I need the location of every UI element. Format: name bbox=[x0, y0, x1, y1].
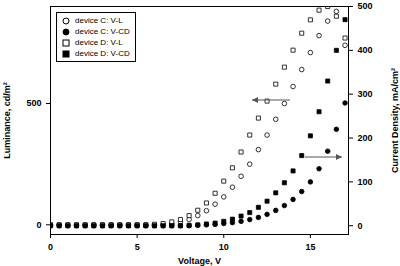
svg-text:0: 0 bbox=[358, 221, 363, 231]
html-text:device D: V-L: device D: V-L bbox=[75, 38, 123, 47]
svg-text:0: 0 bbox=[36, 220, 41, 230]
html-text:device C: V-L: device C: V-L bbox=[75, 16, 123, 25]
svg-text:Voltage, V: Voltage, V bbox=[178, 256, 221, 266]
svg-text:300: 300 bbox=[358, 89, 373, 99]
svg-text:200: 200 bbox=[358, 133, 373, 143]
svg-text:Luminance, cd/m²: Luminance, cd/m² bbox=[2, 82, 12, 159]
svg-text:500: 500 bbox=[26, 98, 41, 108]
svg-text:500: 500 bbox=[358, 1, 373, 11]
svg-text:Current Density, mA/cm²: Current Density, mA/cm² bbox=[390, 68, 400, 173]
svg-text:100: 100 bbox=[358, 177, 373, 187]
html-text:device C: V-CD: device C: V-CD bbox=[75, 27, 130, 36]
svg-text:10: 10 bbox=[219, 242, 229, 252]
svg-text:0: 0 bbox=[48, 242, 53, 252]
svg-text:5: 5 bbox=[135, 242, 140, 252]
html-text:device D: V-CD: device D: V-CD bbox=[75, 49, 130, 58]
svg-text:15: 15 bbox=[305, 242, 315, 252]
svg-text:400: 400 bbox=[358, 45, 373, 55]
